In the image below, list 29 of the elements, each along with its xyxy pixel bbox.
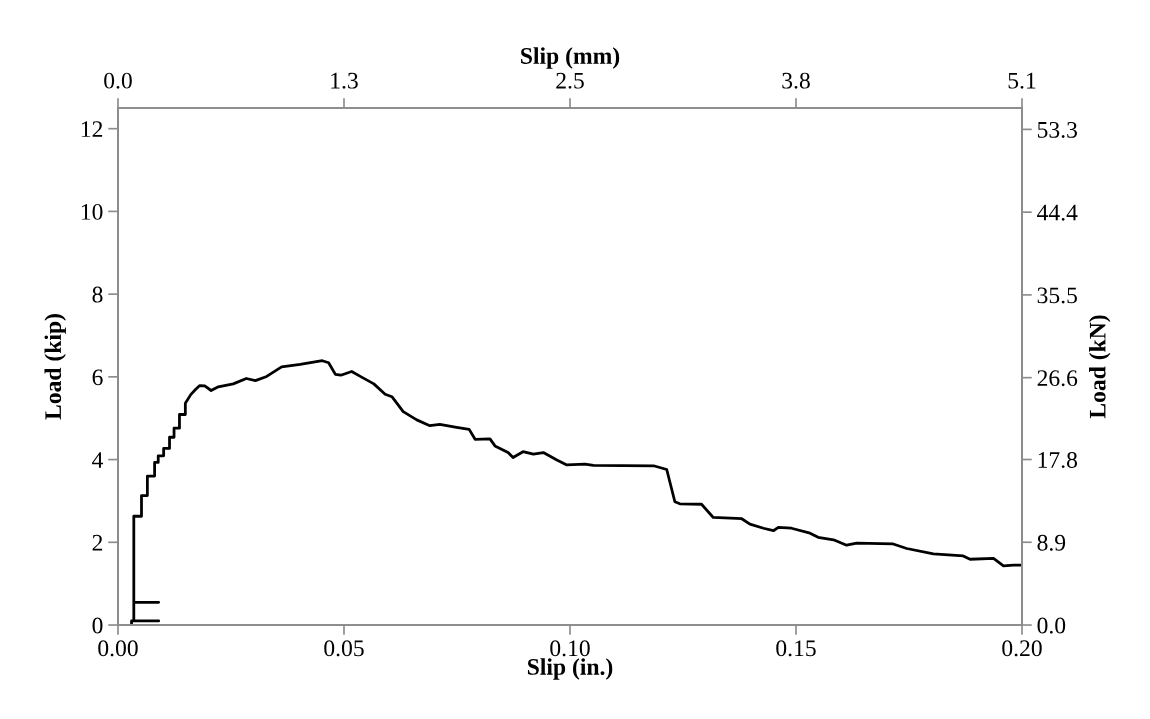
y-tick-label: 6 — [92, 369, 103, 386]
y2-tick-label: 53.3 — [1037, 121, 1077, 138]
y-tick-label: 10 — [81, 203, 103, 220]
x-tick-label: 0.05 — [324, 640, 364, 657]
y-tick-label: 8 — [92, 286, 103, 303]
x-axis-title: Slip (in.) — [527, 658, 613, 680]
y2-tick-label: 0.0 — [1037, 617, 1066, 634]
x-tick-label: 0.10 — [550, 640, 590, 657]
x2-tick-label: 2.5 — [556, 72, 584, 89]
x-tick-label: 0.00 — [98, 640, 138, 657]
line-series — [130, 359, 1023, 626]
y2-tick-label: 17.8 — [1038, 451, 1078, 469]
y-tick-label: 0 — [92, 617, 103, 634]
x2-tick-label: 3.8 — [782, 72, 810, 89]
y2-tick-label: 8.9 — [1037, 534, 1066, 551]
y-tick-label: 4 — [92, 452, 104, 468]
x2-axis-title: Slip (mm) — [521, 47, 620, 69]
y2-axis-title: Load (kN) — [1089, 315, 1111, 419]
y-tick-label: 2 — [92, 534, 103, 551]
x-tick-label: 0.15 — [776, 640, 816, 657]
y-axis-title: Load (kip) — [44, 314, 66, 420]
y2-tick-label: 26.6 — [1037, 370, 1078, 387]
y-tick-label: 12 — [81, 121, 103, 137]
y2-tick-label: 35.5 — [1037, 287, 1077, 304]
x2-tick-label: 1.3 — [331, 72, 358, 89]
y2-tick-label: 44.4 — [1037, 204, 1078, 221]
x2-tick-label: 0.0 — [104, 72, 132, 89]
x2-tick-label: 5.1 — [1008, 72, 1036, 89]
x-tick-label: 0.20 — [1002, 640, 1042, 657]
